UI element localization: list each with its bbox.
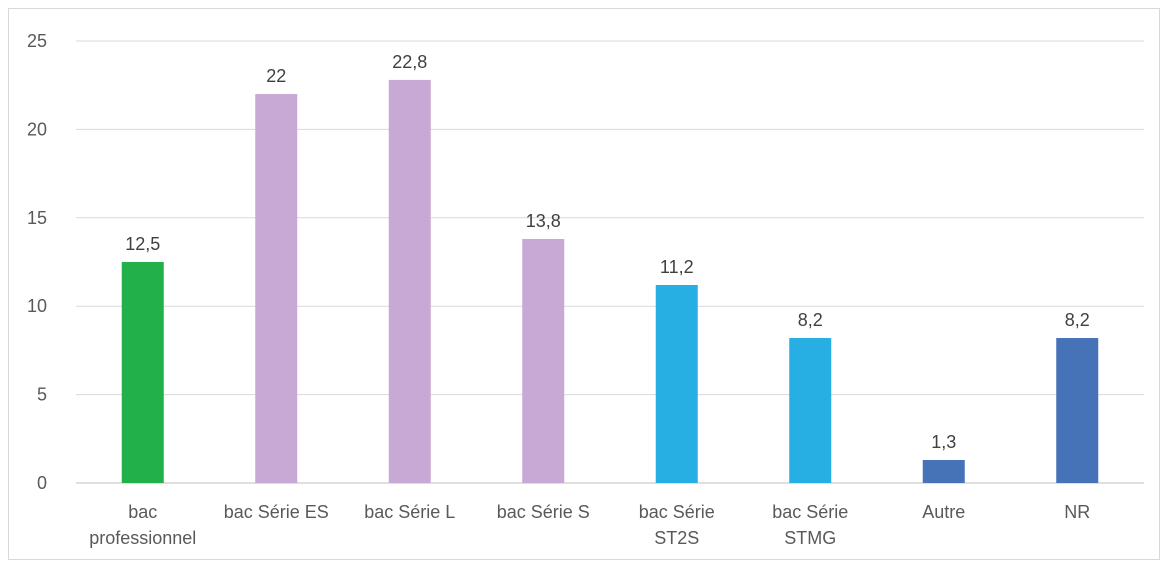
- bar: [1056, 338, 1099, 483]
- category-label-line: bac: [128, 502, 157, 522]
- category-label-line: professionnel: [89, 528, 196, 548]
- bar: [922, 460, 965, 483]
- bar: [655, 284, 698, 483]
- category-label-line: NR: [1064, 502, 1090, 522]
- category-label-line: bac Série: [772, 502, 848, 522]
- category-label-line: ST2S: [654, 528, 699, 548]
- y-tick-label: 15: [27, 208, 47, 228]
- bar: [121, 262, 164, 483]
- y-tick-label: 5: [37, 385, 47, 405]
- category-label-line: bac Série S: [497, 502, 590, 522]
- category-label: Autre: [922, 502, 965, 522]
- bar: [388, 79, 431, 483]
- bar-chart: 0 5 10 15 20 25 12,5 22 22,8 13,8 11,2 8,2 1,3 8,2 b…: [27, 31, 1144, 548]
- bar: [789, 338, 832, 483]
- data-label: 11,2: [660, 257, 694, 277]
- category-label: bac professionnel: [89, 502, 196, 548]
- data-label: 8,2: [798, 310, 823, 330]
- y-tick-label: 10: [27, 296, 47, 316]
- y-tick-label: 25: [27, 31, 47, 51]
- y-tick-label: 20: [27, 119, 47, 139]
- category-label-line: bac Série: [639, 502, 715, 522]
- x-axis-categories: bac professionnel bac Série ES bac Série L b…: [89, 502, 1090, 548]
- data-label: 1,3: [931, 432, 956, 452]
- bars: [121, 79, 1099, 483]
- category-label: bac Série L: [364, 502, 455, 522]
- gridlines: [76, 40, 1144, 484]
- category-label: bac Série STMG: [772, 502, 848, 548]
- y-axis-ticks: 0 5 10 15 20 25: [27, 31, 47, 493]
- data-label: 22,8: [392, 52, 427, 72]
- category-label-line: Autre: [922, 502, 965, 522]
- bar: [255, 94, 298, 483]
- category-label-line: bac Série ES: [224, 502, 329, 522]
- data-label: 8,2: [1065, 310, 1090, 330]
- category-label: NR: [1064, 502, 1090, 522]
- chart-frame: 0 5 10 15 20 25 12,5 22 22,8 13,8 11,2 8,2 1,3 8,2 b…: [8, 8, 1160, 560]
- data-labels: 12,5 22 22,8 13,8 11,2 8,2 1,3 8,2: [125, 52, 1090, 452]
- category-label: bac Série ST2S: [639, 502, 715, 548]
- data-label: 12,5: [125, 234, 160, 254]
- data-label: 22: [266, 66, 286, 86]
- data-label: 13,8: [526, 211, 561, 231]
- category-label-line: bac Série L: [364, 502, 455, 522]
- category-label-line: STMG: [784, 528, 836, 548]
- category-label: bac Série ES: [224, 502, 329, 522]
- bar: [522, 239, 565, 483]
- y-tick-label: 0: [37, 473, 47, 493]
- category-label: bac Série S: [497, 502, 590, 522]
